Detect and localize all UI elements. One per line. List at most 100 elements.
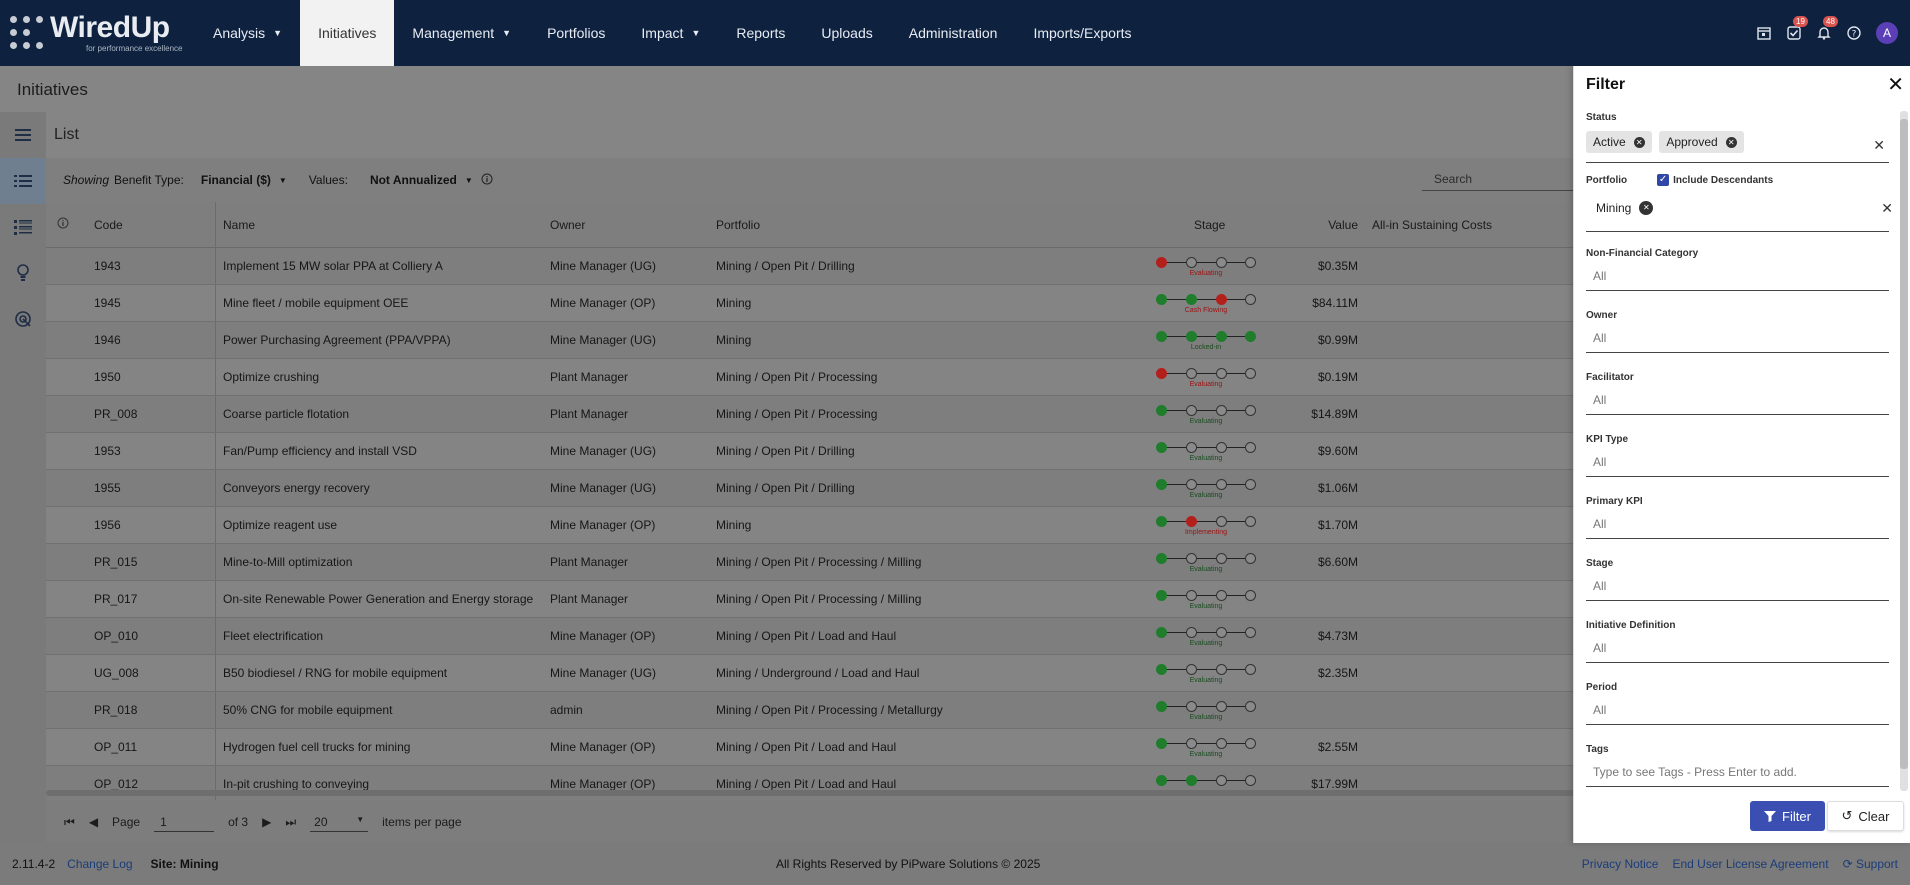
cell-name[interactable]: Hydrogen fuel cell trucks for mining	[223, 740, 411, 754]
table-row[interactable]: 1955 Conveyors energy recovery Mine Mana…	[46, 470, 1910, 507]
checkbox-checked-icon[interactable]: ✓	[1657, 174, 1670, 186]
cell-name[interactable]: Conveyors energy recovery	[223, 481, 370, 495]
info-icon[interactable]	[46, 217, 80, 232]
table-row[interactable]: OP_012 In-pit crushing to conveying Mine…	[46, 766, 1910, 800]
tasks-icon[interactable]: 19	[1786, 16, 1808, 41]
menu-toggle-icon[interactable]	[0, 112, 46, 158]
cell-name[interactable]: Fan/Pump efficiency and install VSD	[223, 444, 417, 458]
benefit-type-select[interactable]: Financial ($)	[200, 173, 271, 187]
first-page-icon[interactable]: ⏮	[64, 814, 75, 829]
table-row[interactable]: 1946 Power Purchasing Agreement (PPA/VPP…	[46, 322, 1910, 359]
last-page-icon[interactable]: ⏭	[285, 814, 297, 829]
initiative-definition-label: Initiative Definition	[1586, 620, 1676, 631]
page-input[interactable]: 1	[154, 813, 215, 832]
avatar[interactable]: A	[1876, 22, 1898, 44]
cell-name[interactable]: Coarse particle flotation	[223, 407, 350, 421]
table-row[interactable]: PR_018 50% CNG for mobile equipment admi…	[46, 692, 1910, 729]
cell-name[interactable]: 50% CNG for mobile equipment	[223, 703, 393, 717]
col-portfolio[interactable]: Portfolio	[716, 217, 761, 232]
cell-name[interactable]: Fleet electrification	[223, 629, 324, 643]
changelog-link[interactable]: Change Log	[67, 856, 133, 871]
status-chip[interactable]: Approved ✕	[1659, 131, 1744, 153]
chevron-down-icon[interactable]: ▼	[464, 175, 473, 185]
calendar-icon[interactable]	[1756, 25, 1772, 41]
privacy-link[interactable]: Privacy Notice	[1581, 856, 1659, 871]
col-owner[interactable]: Owner	[550, 217, 586, 232]
cell-stage: Evaluating	[1156, 729, 1266, 765]
table-row[interactable]: PR_015 Mine-to-Mill optimization Plant M…	[46, 544, 1910, 581]
next-page-icon[interactable]: ▶	[262, 815, 272, 829]
remove-chip-icon[interactable]: ✕	[1633, 136, 1645, 148]
facilitator-input[interactable]: All	[1586, 389, 1889, 415]
nav-item-administration[interactable]: Administration	[908, 25, 998, 41]
prev-page-icon[interactable]: ◀	[88, 815, 99, 829]
values-select[interactable]: Not Annualized	[369, 173, 457, 187]
cell-name[interactable]: Power Purchasing Agreement (PPA/VPPA)	[223, 333, 451, 347]
cell-portfolio: Mining	[716, 296, 752, 310]
col-sustaining-costs[interactable]: All-in Sustaining Costs	[1372, 217, 1493, 232]
portfolio-chip[interactable]: Mining ✕	[1596, 197, 1661, 219]
remove-chip-icon[interactable]: ✕	[1639, 201, 1654, 215]
clear-status-icon[interactable]: ✕	[1873, 137, 1885, 153]
search-input[interactable]: Search	[1422, 168, 1622, 191]
tags-input[interactable]: Type to see Tags - Press Enter to add.	[1586, 761, 1889, 787]
cell-name[interactable]: On-site Renewable Power Generation and E…	[223, 592, 534, 606]
col-stage[interactable]: Stage	[1194, 217, 1226, 232]
horizontal-scrollbar[interactable]	[46, 790, 1576, 796]
cell-name[interactable]: Optimize crushing	[223, 370, 320, 384]
clear-filter-button[interactable]: ↺ Clear	[1827, 801, 1904, 831]
primary-kpi-input[interactable]: All	[1586, 513, 1889, 539]
remove-chip-icon[interactable]: ✕	[1725, 136, 1737, 148]
nav-item-portfolios[interactable]: Portfolios	[547, 25, 606, 41]
cell-name[interactable]: Optimize reagent use	[223, 518, 338, 532]
col-name[interactable]: Name	[223, 217, 256, 232]
status-chip-input[interactable]: Active ✕ Approved ✕ ✕	[1586, 131, 1889, 163]
support-link[interactable]: ⟳ Support	[1842, 856, 1898, 871]
clear-portfolio-icon[interactable]: ✕	[1881, 200, 1893, 216]
owner-input[interactable]: All	[1586, 327, 1889, 353]
table-row[interactable]: PR_008 Coarse particle flotation Plant M…	[46, 396, 1910, 433]
panel-scrollbar[interactable]	[1900, 111, 1908, 791]
eula-link[interactable]: End User License Agreement	[1672, 856, 1829, 871]
list-view-icon[interactable]	[0, 158, 46, 204]
portfolio-chip-input[interactable]: Mining ✕ ✕	[1586, 194, 1893, 232]
cell-name[interactable]: In-pit crushing to conveying	[223, 777, 370, 791]
info-icon[interactable]	[481, 173, 493, 188]
stage-dot-icon	[1245, 553, 1256, 564]
cell-name[interactable]: Implement 15 MW solar PPA at Colliery A	[223, 259, 443, 273]
showing-label: Showing	[63, 173, 110, 187]
non-financial-category-input[interactable]: All	[1586, 265, 1889, 291]
cell-name[interactable]: Mine fleet / mobile equipment OEE	[223, 296, 409, 310]
period-input[interactable]: All	[1586, 699, 1889, 725]
cell-owner: Mine Manager (UG)	[550, 259, 657, 273]
stage-dot-icon	[1156, 516, 1167, 527]
logo[interactable]: WiredUp for performance excellence	[0, 0, 195, 66]
lightbulb-icon[interactable]	[0, 250, 46, 296]
nav-item-analysis[interactable]: Analysis ▼	[213, 25, 283, 41]
include-descendants-checkbox[interactable]: ✓ Include Descendants	[1657, 174, 1774, 186]
col-value[interactable]: Value	[1328, 217, 1358, 232]
bell-icon[interactable]: 48	[1816, 16, 1838, 41]
nav-item-initiatives[interactable]: Initiatives	[300, 0, 395, 66]
initiative-definition-input[interactable]: All	[1586, 637, 1889, 663]
close-icon[interactable]: ✕	[1887, 74, 1904, 96]
help-icon[interactable]: ?	[1846, 25, 1862, 41]
dashboard-icon[interactable]	[0, 296, 46, 342]
status-chip[interactable]: Active ✕	[1586, 131, 1652, 153]
page-size-select[interactable]: 20 ▼	[310, 813, 369, 832]
chevron-down-icon[interactable]: ▼	[278, 175, 287, 185]
cell-name[interactable]: B50 biodiesel / RNG for mobile equipment	[223, 666, 448, 680]
table-row[interactable]: OP_010 Fleet electrification Mine Manage…	[46, 618, 1910, 655]
nav-item-reports[interactable]: Reports	[736, 25, 786, 41]
detail-list-icon[interactable]	[0, 204, 46, 250]
col-code[interactable]: Code	[80, 202, 216, 247]
table-row[interactable]: 1943 Implement 15 MW solar PPA at Collie…	[46, 248, 1910, 285]
nav-item-management[interactable]: Management ▼	[412, 25, 512, 41]
nav-item-imports-exports[interactable]: Imports/Exports	[1033, 25, 1132, 41]
kpi-type-input[interactable]: All	[1586, 451, 1889, 477]
apply-filter-button[interactable]: Filter	[1750, 801, 1825, 831]
stage-input[interactable]: All	[1586, 575, 1889, 601]
cell-name[interactable]: Mine-to-Mill optimization	[223, 555, 353, 569]
nav-item-uploads[interactable]: Uploads	[821, 25, 873, 41]
nav-item-impact[interactable]: Impact ▼	[641, 25, 701, 41]
